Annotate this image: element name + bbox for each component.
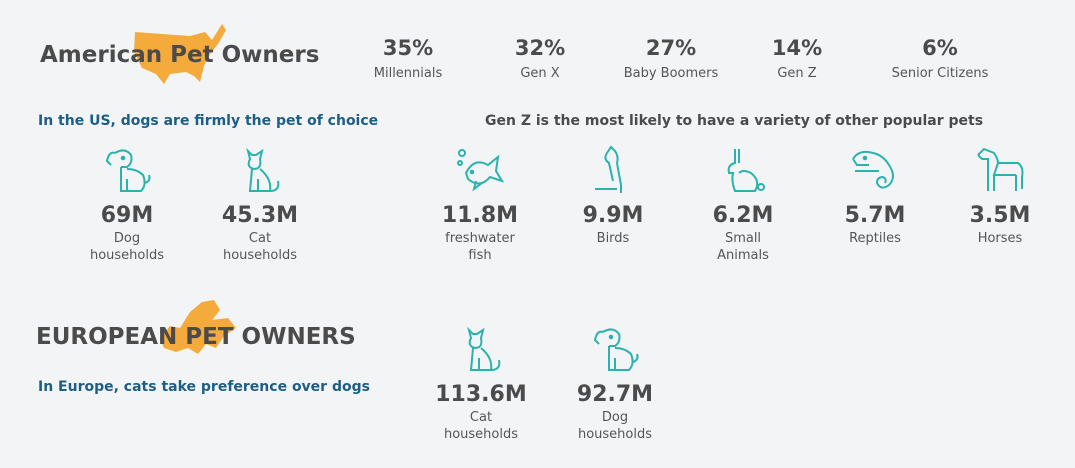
pet-label: Birds	[596, 231, 630, 246]
stat-label: Gen X	[520, 66, 560, 81]
pet-value: 5.7M	[844, 203, 906, 228]
us-subtitle: In the US, dogs are firmly the pet of ch…	[38, 113, 379, 129]
pet-value: 113.6M	[435, 382, 527, 407]
pet-stat: 9.9M Birds	[553, 145, 673, 247]
pet-stat: 6.2M Small Animals	[683, 145, 803, 264]
europe-map-icon	[160, 300, 236, 354]
pet-label: Horses	[977, 231, 1023, 246]
pet-stat: 11.8M freshwater fish	[420, 145, 540, 264]
generation-stat: 14% Gen Z	[727, 36, 867, 81]
stat-label: Gen Z	[777, 66, 817, 81]
stat-value: 14%	[771, 36, 823, 60]
generation-stat: 6% Senior Citizens	[870, 36, 1010, 81]
pet-label: Cat households	[222, 231, 298, 263]
pet-label: Cat households	[443, 410, 519, 442]
stat-value: 27%	[645, 36, 697, 60]
pet-value: 69M	[100, 203, 154, 228]
pet-value: 92.7M	[576, 382, 654, 407]
dog-icon	[105, 149, 151, 192]
pet-stat: 3.5M Horses	[940, 145, 1060, 247]
stat-value: 6%	[922, 36, 958, 60]
generation-stat: 35% Millennials	[338, 36, 478, 81]
pet-stat: 45.3M Cat households	[200, 145, 320, 264]
generation-stat: 27% Baby Boomers	[601, 36, 741, 81]
stat-label: Millennials	[373, 66, 443, 81]
pet-label: freshwater fish	[445, 231, 515, 263]
pet-stat: 92.7M Dog households	[555, 324, 675, 443]
pet-stat: 69M Dog households	[67, 145, 187, 264]
stat-value: 32%	[514, 36, 566, 60]
generation-stat: 32% Gen X	[470, 36, 610, 81]
horse-icon	[977, 147, 1024, 191]
pet-value: 11.8M	[441, 203, 519, 228]
pet-value: 3.5M	[969, 203, 1031, 228]
pet-label: Dog households	[577, 410, 653, 442]
pet-value: 6.2M	[712, 203, 774, 228]
pet-label: Small Animals	[717, 231, 769, 263]
pet-value: 9.9M	[582, 203, 644, 228]
bird-icon	[595, 145, 622, 193]
europe-subtitle: In Europe, cats take preference over dog…	[38, 379, 370, 395]
pet-label: Reptiles	[849, 231, 901, 246]
cat-icon	[246, 147, 280, 192]
stat-label: Baby Boomers	[623, 66, 719, 81]
other-pets-title: Gen Z is the most likely to have a varie…	[485, 113, 984, 129]
pet-value: 45.3M	[221, 203, 299, 228]
chameleon-icon	[852, 150, 894, 189]
dog-icon	[593, 328, 639, 371]
fish-icon	[457, 149, 505, 192]
us-title: American Pet Owners	[40, 42, 320, 68]
stat-value: 35%	[382, 36, 434, 60]
rabbit-icon	[727, 149, 765, 192]
stat-label: Senior Citizens	[891, 66, 989, 81]
usa-map-icon	[134, 24, 226, 84]
pet-label: Dog households	[89, 231, 165, 263]
cat-icon	[467, 326, 501, 371]
europe-title: EUROPEAN PET OWNERS	[36, 324, 356, 350]
pet-stat: 113.6M Cat households	[421, 324, 541, 443]
pet-stat: 5.7M Reptiles	[815, 145, 935, 247]
